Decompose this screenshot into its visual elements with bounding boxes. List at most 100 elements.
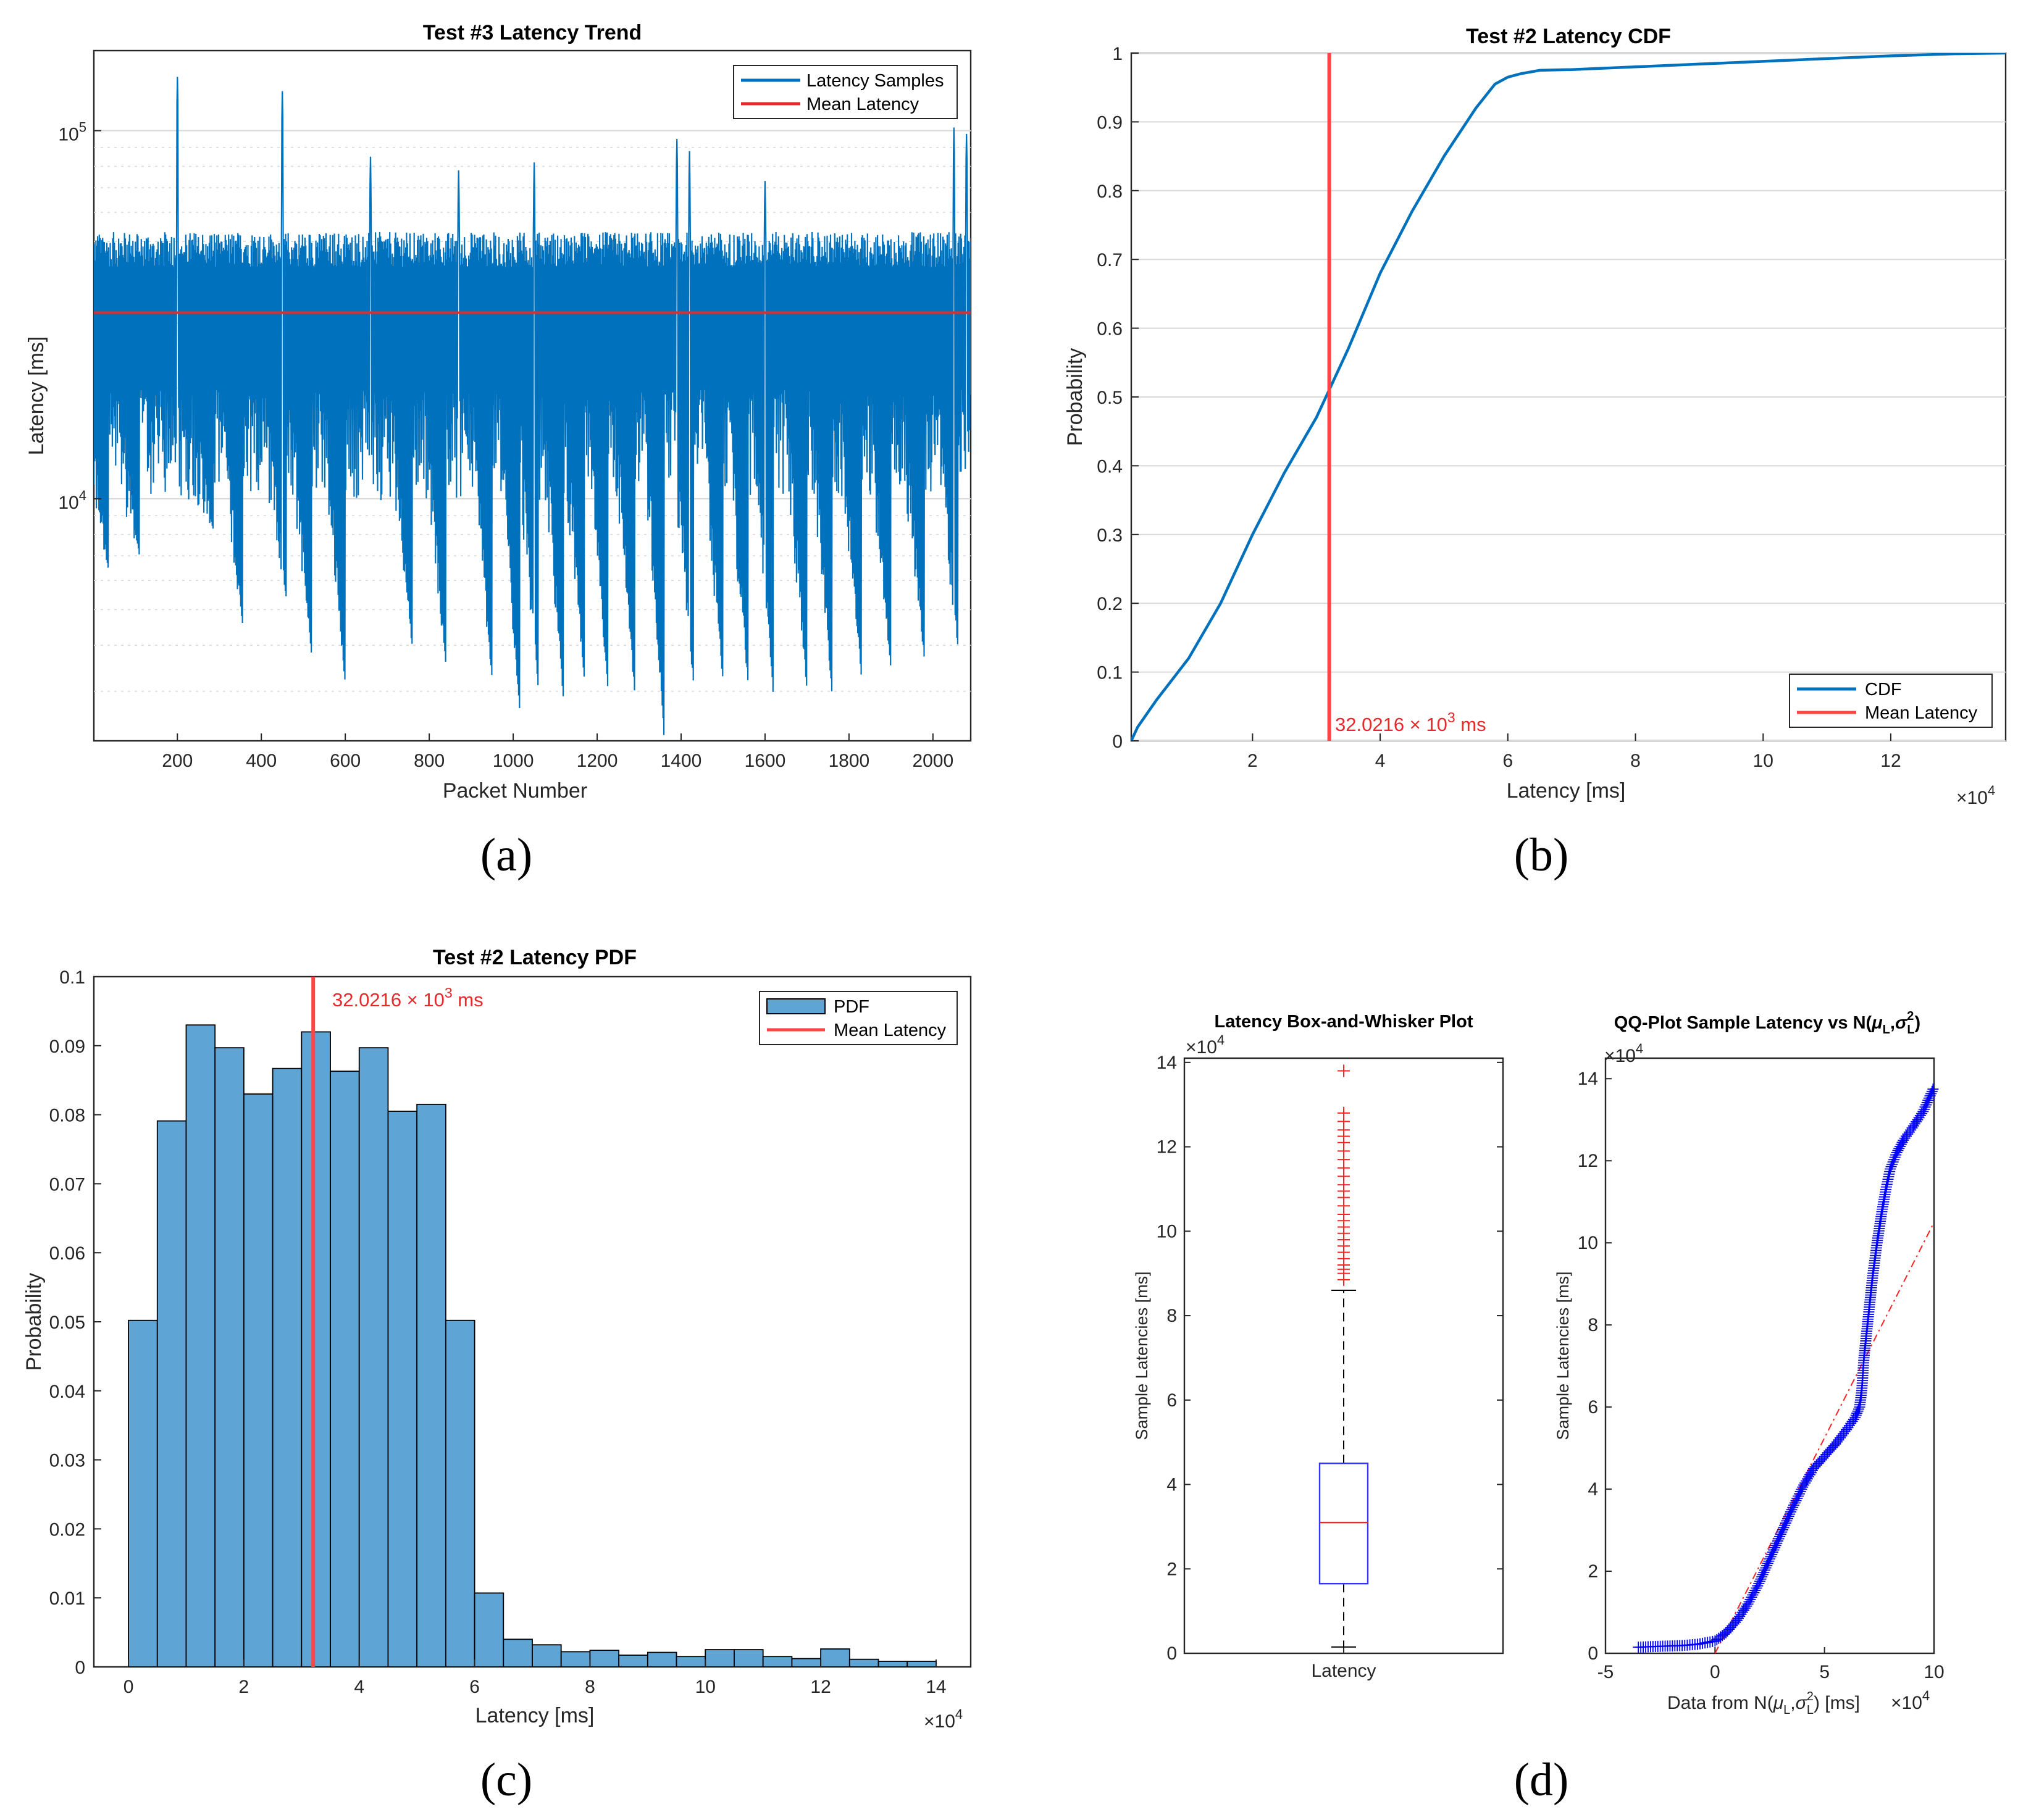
qq-marker (1853, 1403, 1864, 1415)
histogram-bar (560, 1651, 591, 1667)
qq-marker (1758, 1566, 1770, 1578)
y-tick-label: 1 (1112, 44, 1123, 64)
x-tick-label: 1600 (745, 751, 786, 771)
y-tick-label: 0.09 (49, 1037, 85, 1057)
x-axis-label-a: Packet Number (443, 779, 587, 803)
legend-b: CDF Mean Latency (1789, 674, 1993, 728)
y-tick-label: 0 (1588, 1643, 1598, 1664)
y-tick-label: 4 (1166, 1475, 1177, 1495)
qq-marker (1924, 1090, 1936, 1102)
qq-marker (1923, 1092, 1935, 1104)
x-tick-label: 0 (124, 1677, 134, 1697)
qq-marker (1783, 1511, 1794, 1522)
x-tick-label: 0 (1710, 1662, 1720, 1682)
y-tick-label: 0.05 (49, 1313, 85, 1333)
qq-marker (1927, 1083, 1939, 1095)
qq-marker (1773, 1533, 1785, 1545)
histogram-bar (128, 1319, 158, 1667)
histogram-bar (330, 1071, 360, 1667)
y-tick-label: 2 (1166, 1559, 1177, 1579)
x-tick-label: 8 (585, 1677, 595, 1697)
qq-marker (1779, 1519, 1791, 1531)
y-ticks-d-box: 0 2 4 6 8 10 12 14 (1157, 1053, 1503, 1664)
latency-samples-line (94, 77, 971, 735)
x-tick-label: 1000 (493, 751, 534, 771)
chart-title-c: Test #2 Latency PDF (433, 946, 637, 969)
qq-marker (1919, 1101, 1931, 1113)
x-tick-label: 10 (1753, 751, 1773, 771)
qq-marker (1921, 1096, 1933, 1108)
cdf-line (1131, 53, 2006, 741)
y-tick-label: 8 (1588, 1315, 1598, 1335)
y-tick-label: 4 (1588, 1479, 1598, 1500)
qq-marker (1768, 1544, 1780, 1556)
outlier-marker (1338, 1106, 1350, 1119)
y-tick-label: 0.3 (1097, 525, 1123, 546)
y-tick-label: 0.1 (1097, 663, 1123, 683)
histogram-bar (705, 1649, 735, 1667)
y-ticks-c: 0 0.01 0.02 0.03 0.04 0.05 0.06 0.07 0.08 0.09 0.1 (49, 967, 101, 1678)
histogram-bar (503, 1638, 533, 1667)
chart-title-b: Test #2 Latency CDF (1466, 25, 1671, 48)
outlier-marker (1338, 1064, 1350, 1077)
qq-marker (1762, 1558, 1773, 1569)
qq-marker (1778, 1522, 1790, 1534)
legend-box-b (1789, 674, 1993, 728)
y-axis-label-d-qq: Sample Latencies [ms] (1554, 1271, 1572, 1440)
x-tick-label: 4 (1375, 751, 1386, 771)
legend-label-cdf: CDF (1865, 680, 1902, 699)
qq-marker (1796, 1484, 1807, 1495)
x-tick-label: 200 (162, 751, 193, 771)
y-tick-label: 0.06 (49, 1243, 85, 1264)
y-axis-label-b: Probability (1063, 348, 1087, 446)
y-tick-label: 14 (1578, 1069, 1598, 1089)
y-tick-label: 104 (58, 488, 86, 513)
qq-marker (1770, 1540, 1781, 1551)
histogram-bar (618, 1655, 648, 1667)
x-ticks-d-qq: -5 0 5 10 (1597, 1647, 1945, 1682)
y-tick-label: 0 (75, 1658, 85, 1678)
qq-marker (1746, 1592, 1757, 1603)
x-tick-label: 2000 (912, 751, 953, 771)
qq-marker (1772, 1535, 1783, 1547)
x-tick-label: 1800 (828, 751, 869, 771)
x-ticks-a: 200 400 600 800 1000 1200 1400 1600 1800 2000 (162, 733, 953, 771)
y-axis-label-c: Probability (22, 1273, 46, 1371)
y-tick-label: 2 (1588, 1561, 1598, 1582)
qq-marker (1753, 1577, 1765, 1589)
panel-label-a: (a) (480, 829, 532, 881)
qq-marker (1771, 1537, 1783, 1549)
box-plot-outliers (1338, 1064, 1350, 1286)
y-tick-label: 12 (1578, 1151, 1598, 1171)
qq-marker (1747, 1589, 1759, 1601)
x-multiplier-c: ×104 (924, 1706, 963, 1732)
qq-marker (1786, 1504, 1798, 1516)
qq-sample-points (1633, 1083, 1939, 1653)
qq-marker (1769, 1542, 1781, 1553)
qq-marker (1751, 1582, 1762, 1594)
x-tick-label: 10 (1924, 1662, 1944, 1682)
qq-marker (1757, 1569, 1769, 1580)
qq-marker (1749, 1585, 1761, 1597)
y-tick-label: 0.07 (49, 1174, 85, 1195)
qq-marker (1763, 1555, 1775, 1567)
qq-marker (1917, 1106, 1929, 1117)
x-tick-label: 1200 (577, 751, 618, 771)
histogram-bar (877, 1661, 908, 1667)
y-tick-label: 6 (1588, 1397, 1598, 1417)
legend-box-a (733, 65, 958, 119)
x-multiplier-b: ×104 (1956, 783, 1995, 808)
qq-marker (1888, 1154, 1900, 1166)
panel-label-c: (c) (480, 1754, 532, 1806)
qq-marker (1765, 1551, 1777, 1563)
x-tick-label: 12 (810, 1677, 831, 1697)
qq-marker (1788, 1500, 1800, 1511)
histogram-bar (214, 1047, 245, 1667)
y-tick-label: 0.02 (49, 1519, 85, 1540)
qq-marker (1760, 1562, 1772, 1574)
qq-marker (1918, 1103, 1930, 1115)
qq-marker (1889, 1151, 1901, 1163)
y-tick-label: 8 (1166, 1306, 1177, 1326)
x-tick-label: 8 (1630, 751, 1641, 771)
